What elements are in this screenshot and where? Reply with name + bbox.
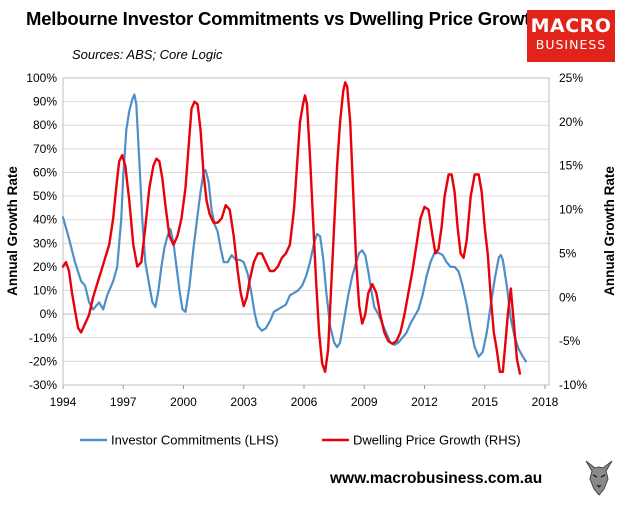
plot-frame	[62, 77, 550, 389]
logo-line-macro: MACRO	[530, 15, 612, 37]
x-tick-label: 2003	[230, 395, 257, 409]
gridlines	[63, 77, 549, 386]
y-right-tick-label: 25%	[559, 71, 583, 85]
y-left-tick-label: 40%	[33, 213, 57, 227]
y-left-tick-label: 100%	[26, 71, 57, 85]
legend: Investor Commitments (LHS) Dwelling Price…	[80, 433, 521, 448]
y-left-tick-label: 20%	[33, 260, 57, 274]
y-left-tick-label: -30%	[29, 378, 57, 392]
wolf-logo-icon	[582, 457, 616, 497]
y-right-tick-label: 10%	[559, 203, 583, 217]
y-left-tick-label: 30%	[33, 236, 57, 250]
x-tick-label: 2012	[411, 395, 438, 409]
chart-title: Melbourne Investor Commitments vs Dwelli…	[26, 8, 542, 29]
y-left-axis-title: Annual Growth Rate	[5, 166, 20, 296]
dwelling-price-growth-line	[61, 81, 522, 375]
x-tick-label: 2018	[532, 395, 559, 409]
legend-label-investor: Investor Commitments (LHS)	[111, 433, 279, 448]
macrobusiness-logo: MACRO BUSINESS	[527, 10, 615, 62]
logo-line-business: BUSINESS	[535, 37, 607, 52]
y-left-tick-label: -20%	[29, 354, 57, 368]
y-right-tick-label: 15%	[559, 159, 583, 173]
x-tick-label: 2009	[351, 395, 378, 409]
axis-titles: Annual Growth Rate Annual Growth Rate	[5, 166, 617, 296]
y-left-tick-label: 10%	[33, 284, 57, 298]
investor-commitments-line	[61, 93, 527, 363]
y-right-tick-label: 5%	[559, 246, 577, 260]
footer-url: www.macrobusiness.com.au	[330, 470, 543, 487]
y-left-tick-label: 60%	[33, 165, 57, 179]
legend-label-price: Dwelling Price Growth (RHS)	[353, 433, 521, 448]
y-right-tick-label: 0%	[559, 290, 577, 304]
plot-border	[62, 77, 550, 386]
y-right-tick-label: 20%	[559, 115, 583, 129]
y-left-tick-label: 70%	[33, 142, 57, 156]
y-left-tick-label: 90%	[33, 95, 57, 109]
x-tick-label: 1994	[50, 395, 77, 409]
y-left-tick-label: 80%	[33, 118, 57, 132]
y-left-tick-label: 50%	[33, 189, 57, 203]
x-tick-label: 2015	[471, 395, 498, 409]
x-tick-label: 2000	[170, 395, 197, 409]
y-right-tick-label: -5%	[559, 334, 581, 348]
y-right-tick-label: -10%	[559, 378, 587, 392]
y-left-tick-label: -10%	[29, 331, 57, 345]
chart-subtitle: Sources: ABS; Core Logic	[72, 47, 223, 62]
tick-labels: 100% 90% 80% 70% 60% 50% 40% 30% 20% 10% 0% -10% -20…	[26, 71, 587, 409]
x-tick-label: 1997	[110, 395, 137, 409]
series-lines	[61, 81, 527, 375]
y-right-axis-title: Annual Growth Rate	[602, 166, 617, 296]
y-left-tick-label: 0%	[40, 307, 58, 321]
x-tick-label: 2006	[291, 395, 318, 409]
